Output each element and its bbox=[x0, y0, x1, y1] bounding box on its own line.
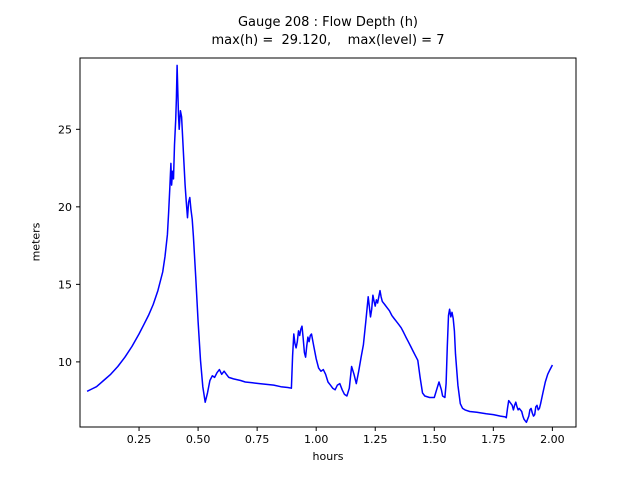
x-tick-label: 0.50 bbox=[186, 433, 211, 446]
x-tick-label: 2.00 bbox=[540, 433, 565, 446]
x-tick-label: 1.00 bbox=[304, 433, 329, 446]
y-tick-label: 20 bbox=[58, 201, 72, 214]
x-tick-label: 0.75 bbox=[245, 433, 270, 446]
x-tick-label: 0.25 bbox=[127, 433, 152, 446]
y-tick-label: 15 bbox=[58, 278, 72, 291]
data-line-flow-depth-h bbox=[86, 64, 554, 424]
x-tick-label: 1.50 bbox=[422, 433, 447, 446]
chart-title: Gauge 208 : Flow Depth (h) bbox=[237, 15, 419, 30]
y-axis-label: meters bbox=[29, 222, 43, 262]
x-tick-label: 1.75 bbox=[481, 433, 506, 446]
y-tick-label: 10 bbox=[58, 356, 72, 369]
chart-subtitle: max(h) = 29.120, max(level) = 7 bbox=[211, 33, 445, 48]
x-tick-label: 1.25 bbox=[363, 433, 388, 446]
y-tick-label: 25 bbox=[58, 123, 72, 136]
plot-border bbox=[79, 57, 577, 428]
x-axis-label: hours bbox=[312, 450, 344, 463]
